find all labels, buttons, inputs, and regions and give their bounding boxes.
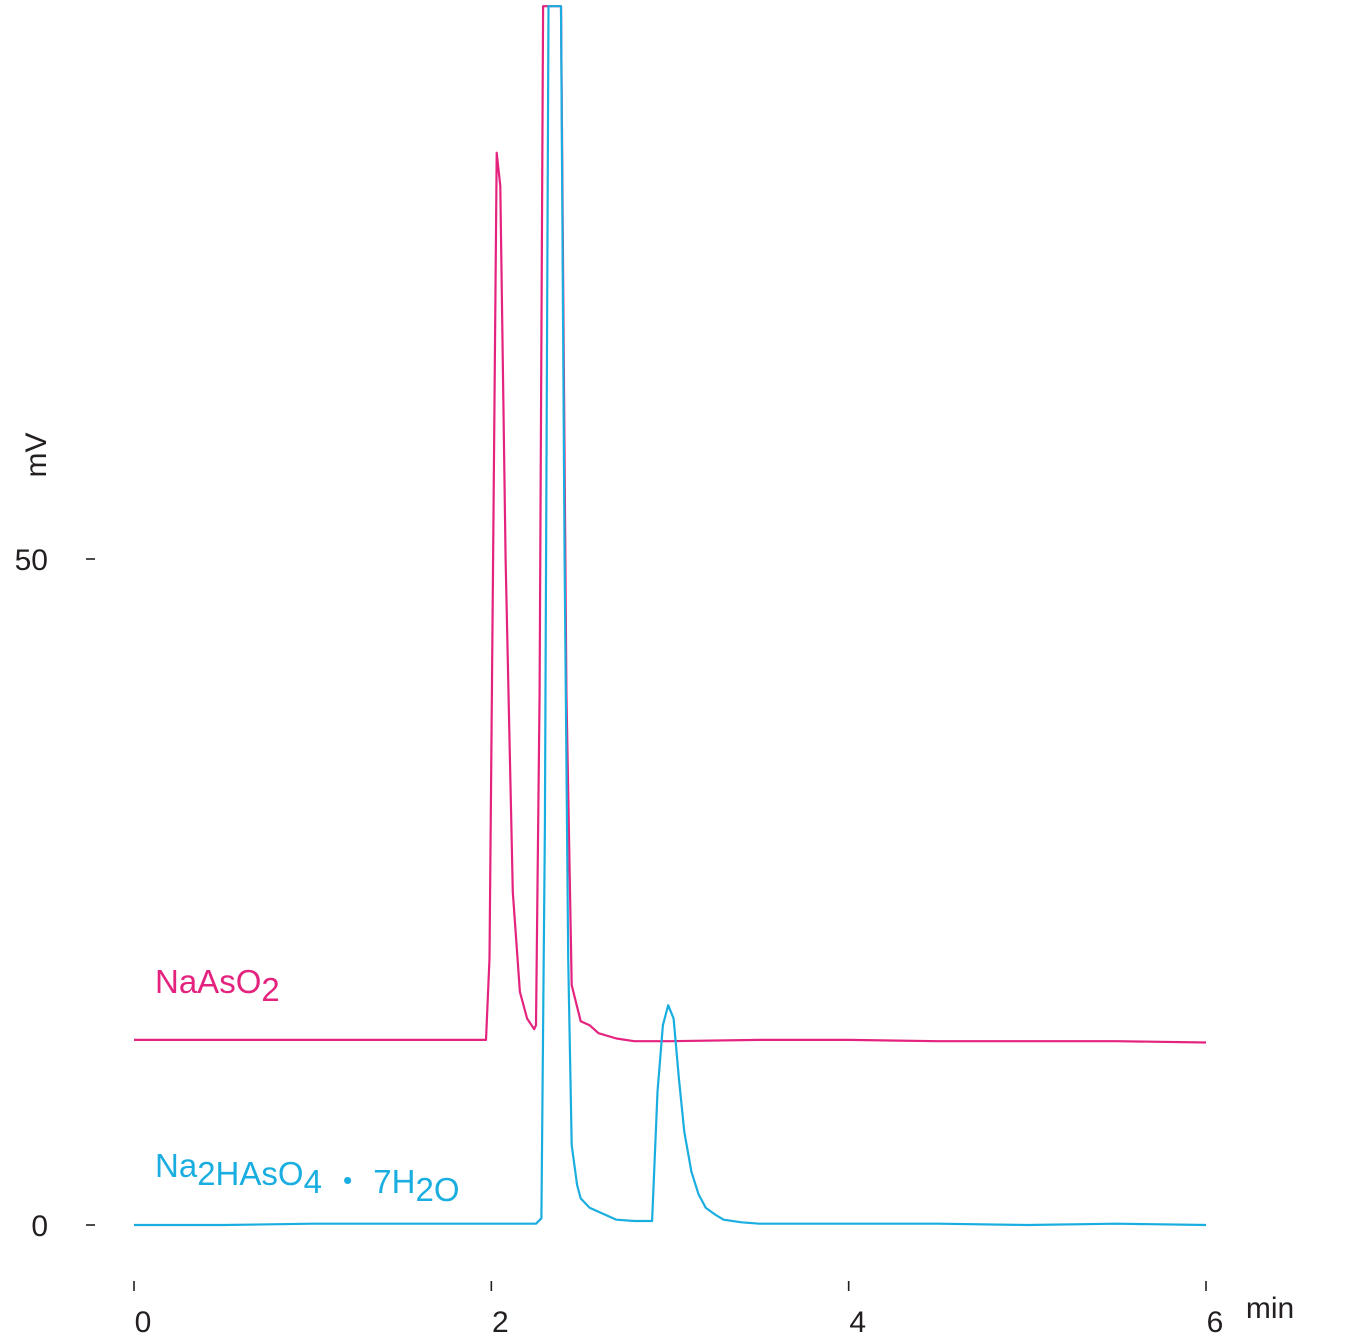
y-tick-label: 50 <box>15 544 48 577</box>
series-line-1 <box>134 5 1207 1044</box>
series-line-2 <box>134 5 1207 1227</box>
trace-group <box>134 5 1207 1227</box>
x-tick-label: 0 <box>135 1306 152 1335</box>
tick-group: 0 2 4 6 0 50 <box>15 544 1224 1335</box>
x-tick-label: 4 <box>849 1306 866 1335</box>
x-tick-label: 6 <box>1207 1306 1224 1335</box>
axes: mV min <box>20 433 1294 1326</box>
x-axis-unit: min <box>1246 1292 1294 1325</box>
y-axis-label: mV <box>20 433 53 478</box>
series-label-1: NaAsO2 <box>155 963 280 1008</box>
y-tick-label: 0 <box>31 1210 48 1243</box>
x-tick-label: 2 <box>492 1306 509 1335</box>
series-label-group: NaAsO2 Na2HAsO4 ・ 7H2O <box>155 963 459 1208</box>
series-label-2: Na2HAsO4 ・ 7H2O <box>155 1147 459 1208</box>
